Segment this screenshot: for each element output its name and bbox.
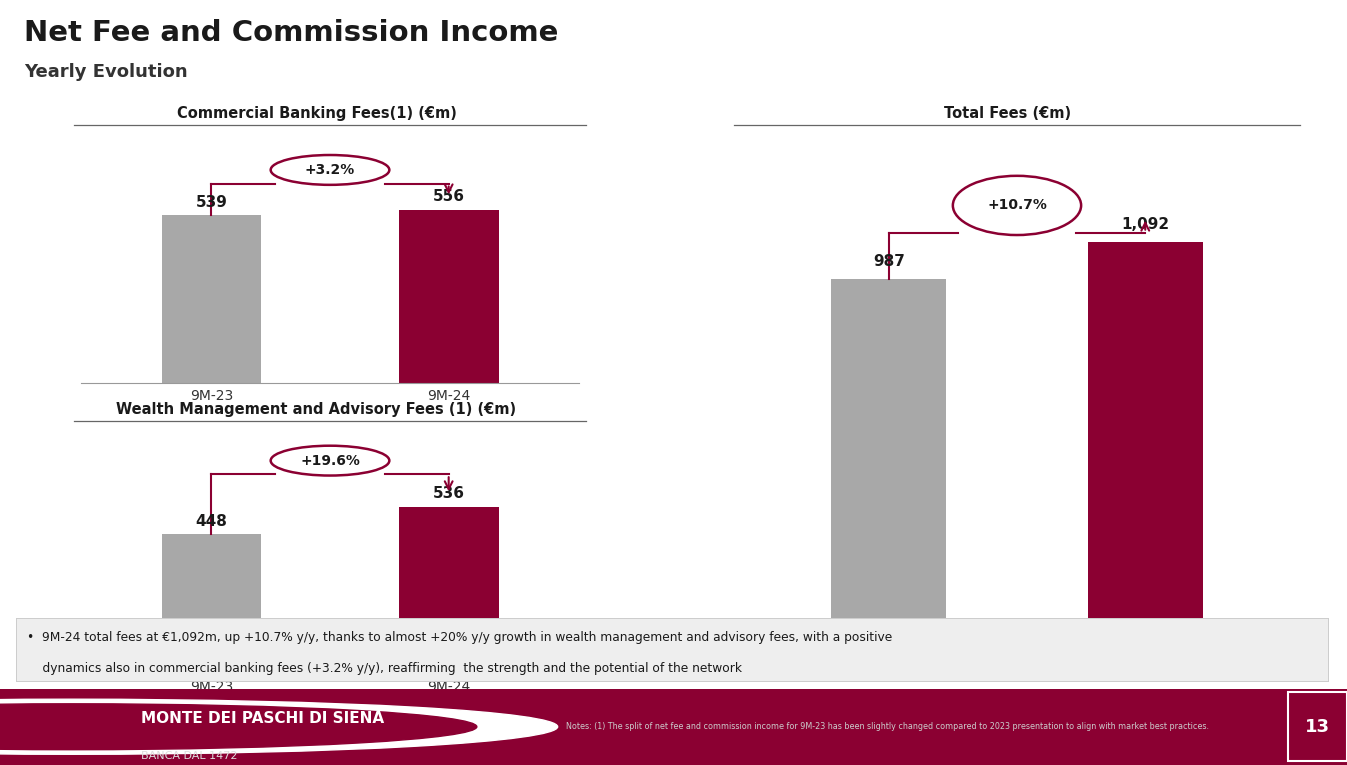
Ellipse shape [952, 176, 1082, 235]
Text: BANCA DAL 1472: BANCA DAL 1472 [141, 751, 238, 761]
Text: 1,092: 1,092 [1121, 216, 1169, 232]
Text: 539: 539 [195, 194, 228, 210]
Ellipse shape [271, 446, 389, 476]
Circle shape [0, 704, 477, 750]
Text: 987: 987 [873, 253, 905, 269]
Text: 556: 556 [432, 189, 465, 204]
Text: Net Fee and Commission Income: Net Fee and Commission Income [24, 19, 559, 47]
Text: Wealth Management and Advisory Fees (1) (€m): Wealth Management and Advisory Fees (1) … [116, 402, 517, 417]
Circle shape [0, 699, 558, 754]
Text: Total Fees (€m): Total Fees (€m) [944, 106, 1071, 121]
Bar [399, 506, 498, 673]
Text: MONTE DEI PASCHI DI SIENA: MONTE DEI PASCHI DI SIENA [141, 711, 384, 727]
Text: •  9M-24 total fees at €1,092m, up +10.7% y/y, thanks to almost +20% y/y growth : • 9M-24 total fees at €1,092m, up +10.7%… [27, 630, 892, 643]
Text: dynamics also in commercial banking fees (+3.2% y/y), reaffirming  the strength : dynamics also in commercial banking fees… [27, 662, 742, 675]
Ellipse shape [271, 155, 389, 185]
Text: +3.2%: +3.2% [304, 163, 356, 177]
Bar [831, 279, 947, 627]
FancyBboxPatch shape [1288, 692, 1347, 761]
Bar [1087, 243, 1203, 627]
Text: 536: 536 [432, 486, 465, 501]
Bar [162, 215, 261, 382]
Bar [399, 210, 498, 382]
Text: +10.7%: +10.7% [987, 198, 1047, 213]
Text: Yearly Evolution: Yearly Evolution [24, 63, 187, 81]
Bar [162, 534, 261, 673]
Text: 13: 13 [1305, 718, 1329, 736]
Text: +19.6%: +19.6% [300, 454, 360, 467]
Text: 448: 448 [195, 513, 228, 529]
Text: Commercial Banking Fees(1) (€m): Commercial Banking Fees(1) (€m) [176, 106, 457, 121]
Text: Notes: (1) The split of net fee and commission income for 9M-23 has been slightl: Notes: (1) The split of net fee and comm… [566, 722, 1208, 731]
